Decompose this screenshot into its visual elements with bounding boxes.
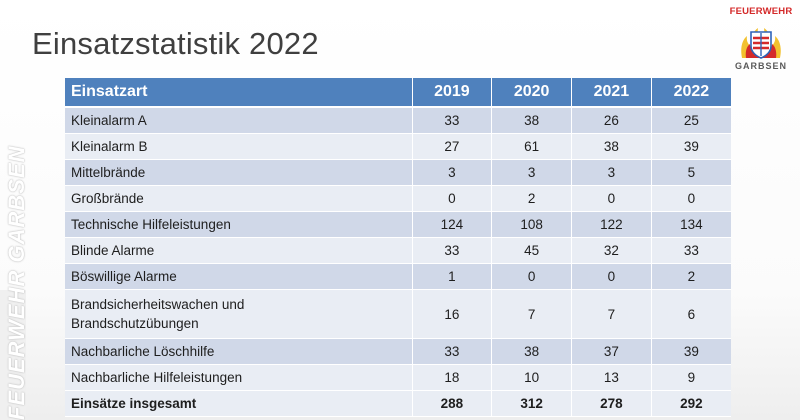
cell-value: 0 — [571, 263, 652, 290]
cell-value: 37 — [571, 338, 652, 365]
logo-text-bottom: GARBSEN — [734, 61, 787, 71]
cell-value: 1 — [412, 263, 493, 290]
cell-value: 0 — [571, 185, 652, 212]
page-title: Einsatzstatistik 2022 — [32, 26, 319, 61]
table-row: Kleinalarm B 27 61 38 39 — [65, 133, 731, 160]
table-row: Blinde Alarme 33 45 32 33 — [65, 237, 731, 264]
row-label: Brandsicherheitswachen und Brandschutzübu… — [65, 289, 413, 339]
cell-value: 13 — [571, 364, 652, 391]
cell-value: 38 — [491, 107, 572, 134]
cell-value: 33 — [651, 237, 731, 264]
cell-value: 0 — [491, 263, 572, 290]
row-label: Nachbarliche Löschhilfe — [65, 338, 413, 365]
table-row: Nachbarliche Löschhilfe 33 38 37 39 — [65, 338, 731, 365]
cell-value: 134 — [651, 211, 731, 238]
cell-value: 122 — [571, 211, 652, 238]
cell-value: 39 — [651, 338, 731, 365]
cell-value: 33 — [412, 237, 493, 264]
row-label: Großbrände — [65, 185, 413, 212]
cell-value: 7 — [571, 289, 652, 339]
cell-value: 39 — [651, 133, 731, 160]
fire-department-emblem-icon — [741, 28, 781, 59]
cell-value: 108 — [491, 211, 572, 238]
total-value: 292 — [651, 390, 731, 417]
column-header-type: Einsatzart — [65, 78, 413, 108]
table-row: Technische Hilfeleistungen 124 108 122 1… — [65, 211, 731, 238]
cell-value: 3 — [571, 159, 652, 186]
row-label: Kleinalarm B — [65, 133, 413, 160]
statistics-table: Einsatzart 2019 2020 2021 2022 Kleinalar… — [65, 78, 731, 417]
table-total-row: Einsätze insgesamt 288 312 278 292 — [65, 390, 731, 417]
row-label-line: Brandschutzübungen — [71, 316, 199, 331]
table-header-row: Einsatzart 2019 2020 2021 2022 — [65, 78, 731, 108]
row-label-line: Brandsicherheitswachen und — [71, 297, 245, 312]
cell-value: 38 — [491, 338, 572, 365]
row-label: Böswillige Alarme — [65, 263, 413, 290]
cell-value: 33 — [412, 107, 493, 134]
column-header-year: 2020 — [491, 78, 572, 108]
cell-value: 25 — [651, 107, 731, 134]
logo-text-top: FEUERWEHR — [729, 6, 793, 17]
total-value: 278 — [571, 390, 652, 417]
row-label: Blinde Alarme — [65, 237, 413, 264]
cell-value: 10 — [491, 364, 572, 391]
cell-value: 5 — [651, 159, 731, 186]
cell-value: 3 — [412, 159, 493, 186]
column-header-year: 2022 — [651, 78, 731, 108]
table-row: Kleinalarm A 33 38 26 25 — [65, 107, 731, 134]
cell-value: 124 — [412, 211, 493, 238]
table-row: Brandsicherheitswachen und Brandschutzübu… — [65, 289, 731, 339]
cell-value: 0 — [651, 185, 731, 212]
cell-value: 2 — [651, 263, 731, 290]
cell-value: 27 — [412, 133, 493, 160]
cell-value: 45 — [491, 237, 572, 264]
cell-value: 3 — [491, 159, 572, 186]
column-header-year: 2021 — [571, 78, 652, 108]
cell-value: 16 — [412, 289, 493, 339]
cell-value: 26 — [571, 107, 652, 134]
row-label: Kleinalarm A — [65, 107, 413, 134]
table-row: Böswillige Alarme 1 0 0 2 — [65, 263, 731, 290]
cell-value: 2 — [491, 185, 572, 212]
column-header-year: 2019 — [412, 78, 493, 108]
cell-value: 18 — [412, 364, 493, 391]
side-watermark-text: FEUERWEHR GARBSEN — [4, 145, 29, 420]
cell-value: 38 — [571, 133, 652, 160]
cell-value: 32 — [571, 237, 652, 264]
cell-value: 61 — [491, 133, 572, 160]
cell-value: 7 — [491, 289, 572, 339]
total-value: 312 — [491, 390, 572, 417]
table-row: Mittelbrände 3 3 3 5 — [65, 159, 731, 186]
row-label: Nachbarliche Hilfeleistungen — [65, 364, 413, 391]
table-row: Großbrände 0 2 0 0 — [65, 185, 731, 212]
cell-value: 9 — [651, 364, 731, 391]
total-label: Einsätze insgesamt — [65, 390, 413, 417]
total-value: 288 — [412, 390, 493, 417]
cell-value: 6 — [651, 289, 731, 339]
side-watermark — [0, 290, 26, 420]
cell-value: 0 — [412, 185, 493, 212]
row-label: Mittelbrände — [65, 159, 413, 186]
table-row: Nachbarliche Hilfeleistungen 18 10 13 9 — [65, 364, 731, 391]
row-label: Technische Hilfeleistungen — [65, 211, 413, 238]
cell-value: 33 — [412, 338, 493, 365]
fire-department-logo: FEUERWEHR GARBSEN — [726, 6, 796, 71]
